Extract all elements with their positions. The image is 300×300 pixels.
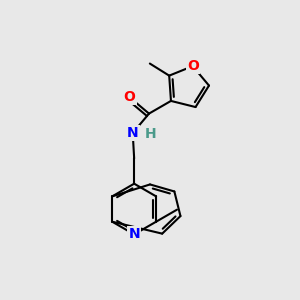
Text: N: N <box>128 227 140 242</box>
Text: H: H <box>145 127 157 141</box>
Text: O: O <box>187 59 199 73</box>
Text: O: O <box>124 90 136 104</box>
Text: N: N <box>127 126 139 140</box>
